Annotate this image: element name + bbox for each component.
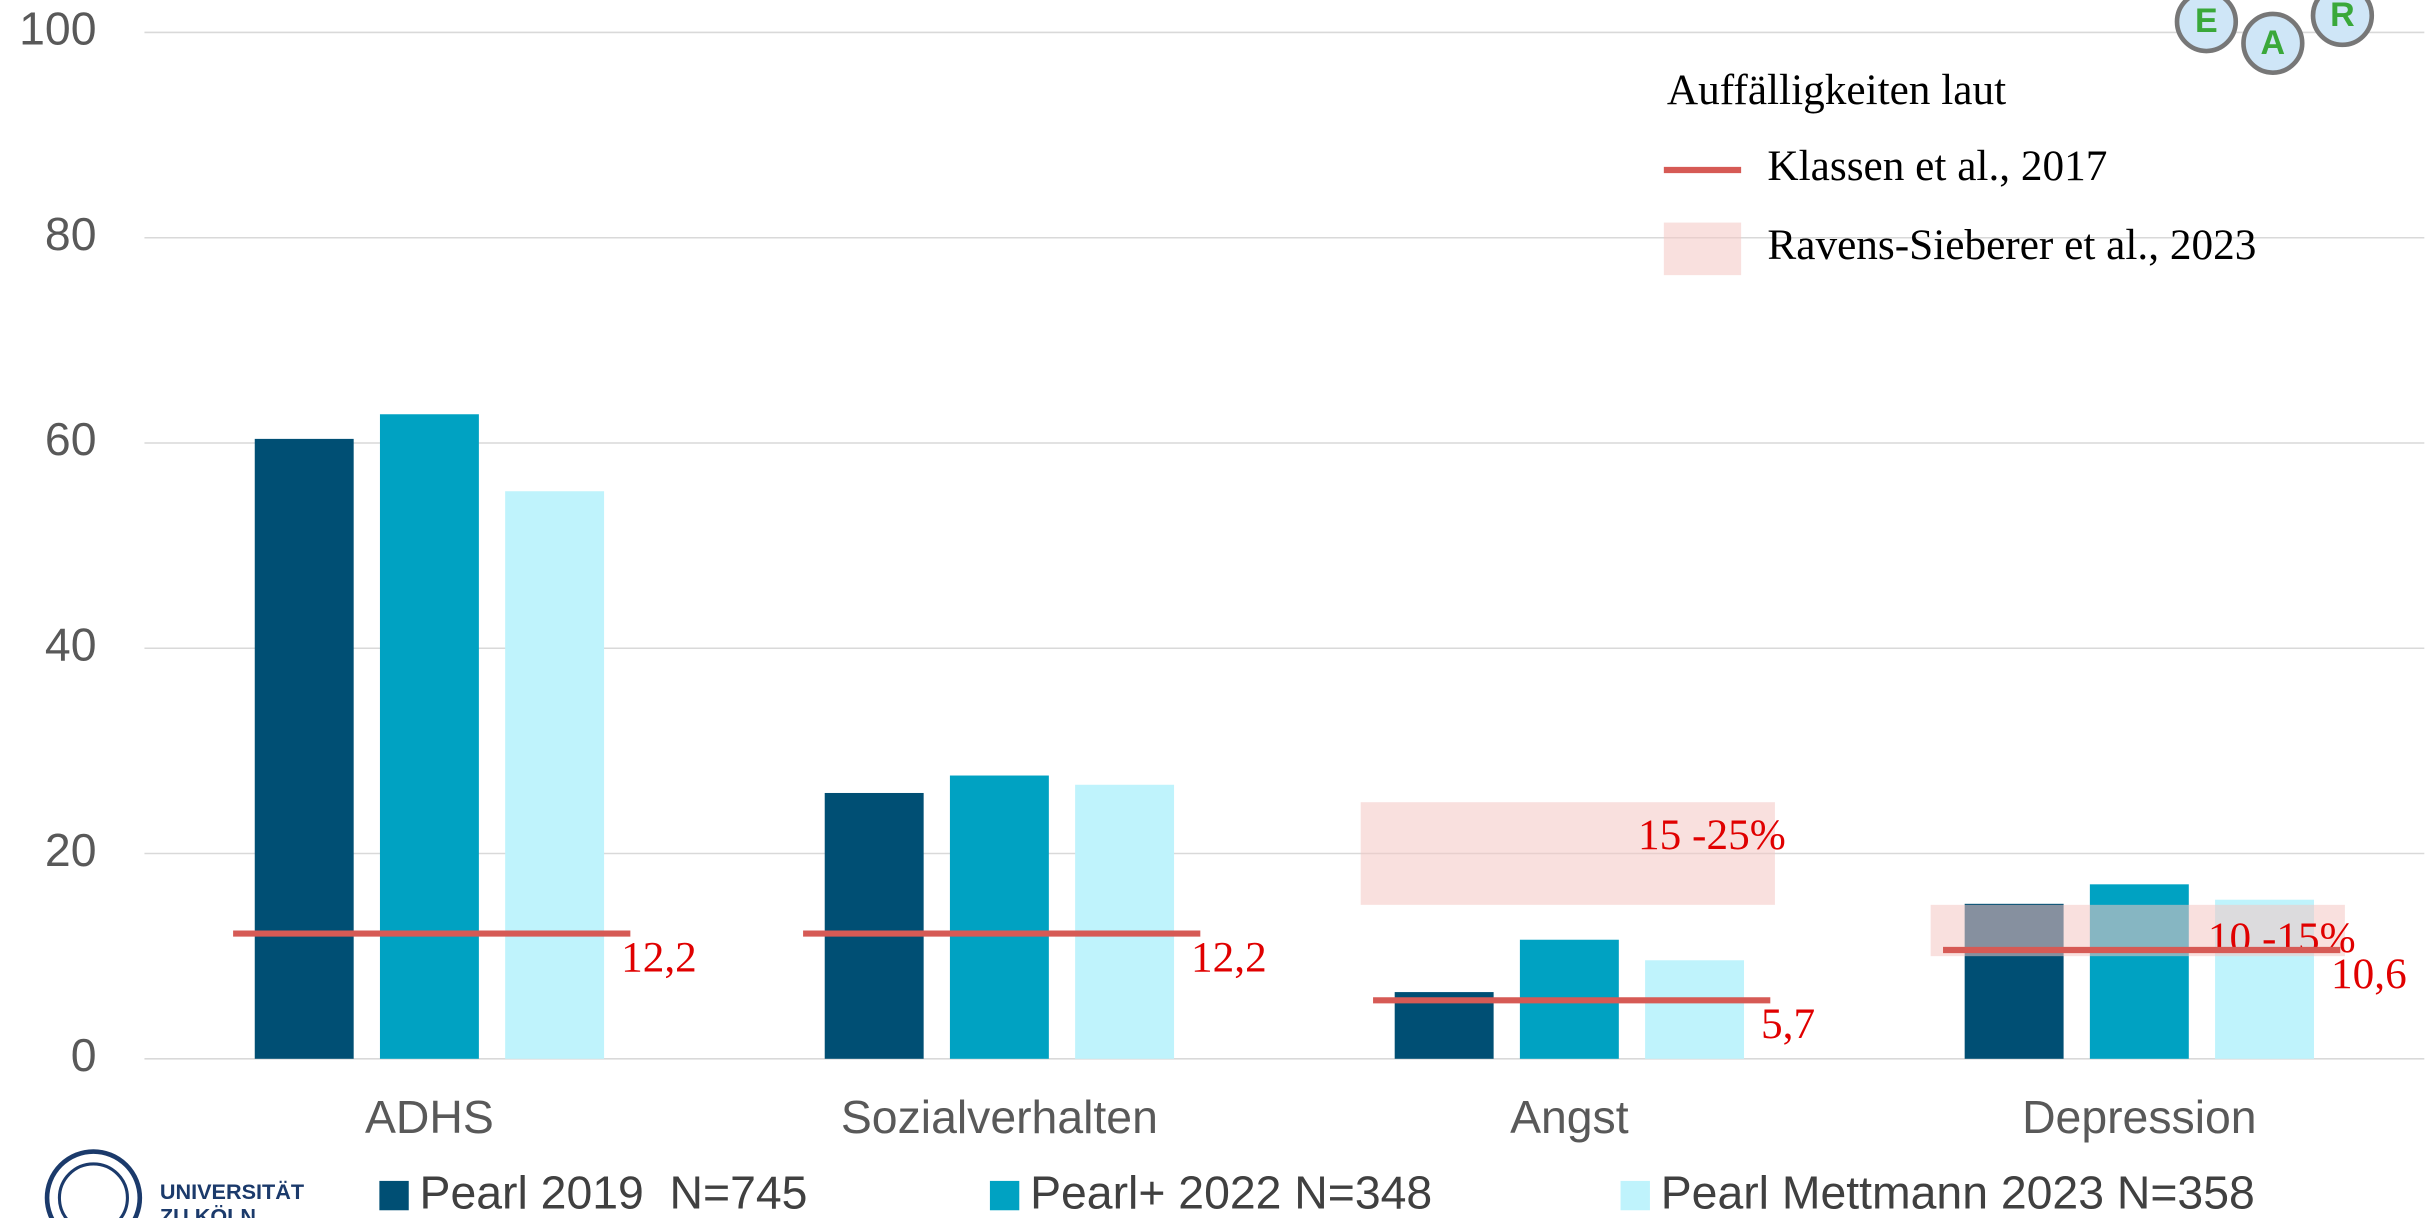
- reference-label: 10,6: [2331, 950, 2407, 998]
- logo-text: UNIVERSITÄT: [160, 1179, 304, 1204]
- university-seal-inner: [57, 1162, 129, 1218]
- bar: [1075, 784, 1175, 1059]
- bar: [379, 414, 479, 1059]
- reference-title: Auffälligkeiten laut: [1667, 66, 2006, 114]
- bar: [505, 491, 605, 1059]
- badge-letter: R: [2330, 0, 2355, 34]
- legend-swatch: [379, 1180, 409, 1211]
- reference-band: [1360, 802, 1775, 905]
- x-tick-label: ADHS: [365, 1091, 494, 1143]
- y-tick-label: 40: [45, 619, 97, 671]
- bar: [1645, 960, 1745, 1059]
- university-seal: [44, 1149, 143, 1218]
- logo-text: ZU KÖLN: [160, 1204, 256, 1218]
- band-label: 10 -15%: [2208, 914, 2356, 962]
- legend-label: Pearl 2019 N=745: [420, 1167, 808, 1218]
- reference-label: 5,7: [1761, 1000, 1815, 1048]
- reference-label: 12,2: [621, 933, 697, 981]
- y-tick-label: 60: [45, 413, 97, 465]
- x-tick-label: Sozialverhalten: [841, 1091, 1158, 1143]
- legend-label: Pearl+ 2022 N=348: [1030, 1167, 1432, 1218]
- y-tick-label: 100: [19, 3, 96, 55]
- badge-circle: [2310, 0, 2375, 48]
- legend-swatch: [989, 1180, 1020, 1211]
- band-label: 15 -25%: [1638, 811, 1786, 859]
- reference-label: 12,2: [1191, 933, 1267, 981]
- y-tick-label: 0: [71, 1029, 97, 1081]
- legend-label: Ravens-Sieberer et al., 2023: [1767, 221, 2256, 269]
- badge-circle: [2241, 11, 2305, 75]
- legend-swatch: [1620, 1180, 1650, 1211]
- legend-label: Klassen et al., 2017: [1767, 142, 2107, 190]
- badge-letter: A: [2261, 24, 2286, 62]
- y-tick-label: 20: [45, 824, 97, 876]
- bar: [824, 792, 924, 1059]
- x-tick-label: Depression: [2022, 1091, 2257, 1143]
- badge-letter: E: [2195, 2, 2218, 40]
- bar: [254, 438, 354, 1059]
- legend-label: Pearl Mettmann 2023 N=358: [1661, 1167, 2255, 1218]
- badge-circle: [2174, 0, 2239, 54]
- x-tick-label: Angst: [1510, 1091, 1629, 1143]
- y-tick-label: 80: [45, 208, 97, 260]
- legend-swatch: [1663, 222, 1742, 276]
- bar: [949, 775, 1049, 1059]
